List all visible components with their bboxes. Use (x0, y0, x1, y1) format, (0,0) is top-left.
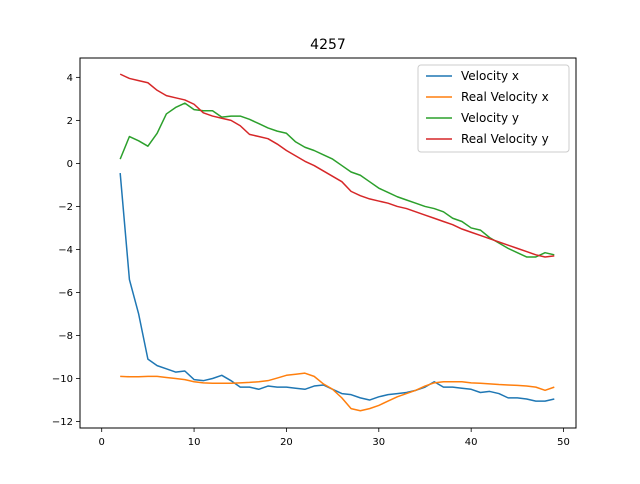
x-tick-label: 10 (188, 437, 201, 448)
x-tick-label: 30 (372, 437, 385, 448)
legend-label-0: Velocity x (461, 69, 519, 83)
y-tick-label: 4 (67, 73, 73, 84)
series-line-2 (119, 102, 555, 258)
series-layer (119, 73, 555, 412)
y-tick-label: −6 (58, 288, 73, 299)
y-tick-label: −4 (58, 245, 73, 256)
series-line-1 (120, 372, 555, 412)
y-tick-label: 2 (67, 116, 73, 127)
x-tick-label: 40 (465, 437, 478, 448)
x-tick-label: 20 (280, 437, 293, 448)
legend: Velocity x Real Velocity x Velocity y Real … (417, 64, 570, 153)
legend-label-2: Velocity y (461, 111, 519, 125)
x-tick-label: 0 (99, 437, 105, 448)
legend-label-1: Real Velocity x (461, 90, 549, 104)
y-tick-label: −10 (52, 374, 73, 385)
legend-box (417, 64, 570, 153)
y-tick-label: 0 (67, 159, 73, 170)
series-line-0 (119, 173, 555, 402)
x-tick-label: 50 (557, 437, 570, 448)
chart-title: 4257 (310, 37, 346, 53)
series-line-3 (119, 73, 555, 258)
y-tick-label: −8 (58, 331, 73, 342)
y-tick-label: −12 (52, 417, 73, 428)
y-tick-label: −2 (58, 202, 73, 213)
legend-label-3: Real Velocity y (461, 132, 549, 146)
plot-frame (79, 57, 577, 429)
x-axis: 0 10 20 30 40 50 (99, 428, 570, 448)
y-axis: −12 −10 −8 −6 −4 −2 0 2 4 (52, 73, 80, 428)
